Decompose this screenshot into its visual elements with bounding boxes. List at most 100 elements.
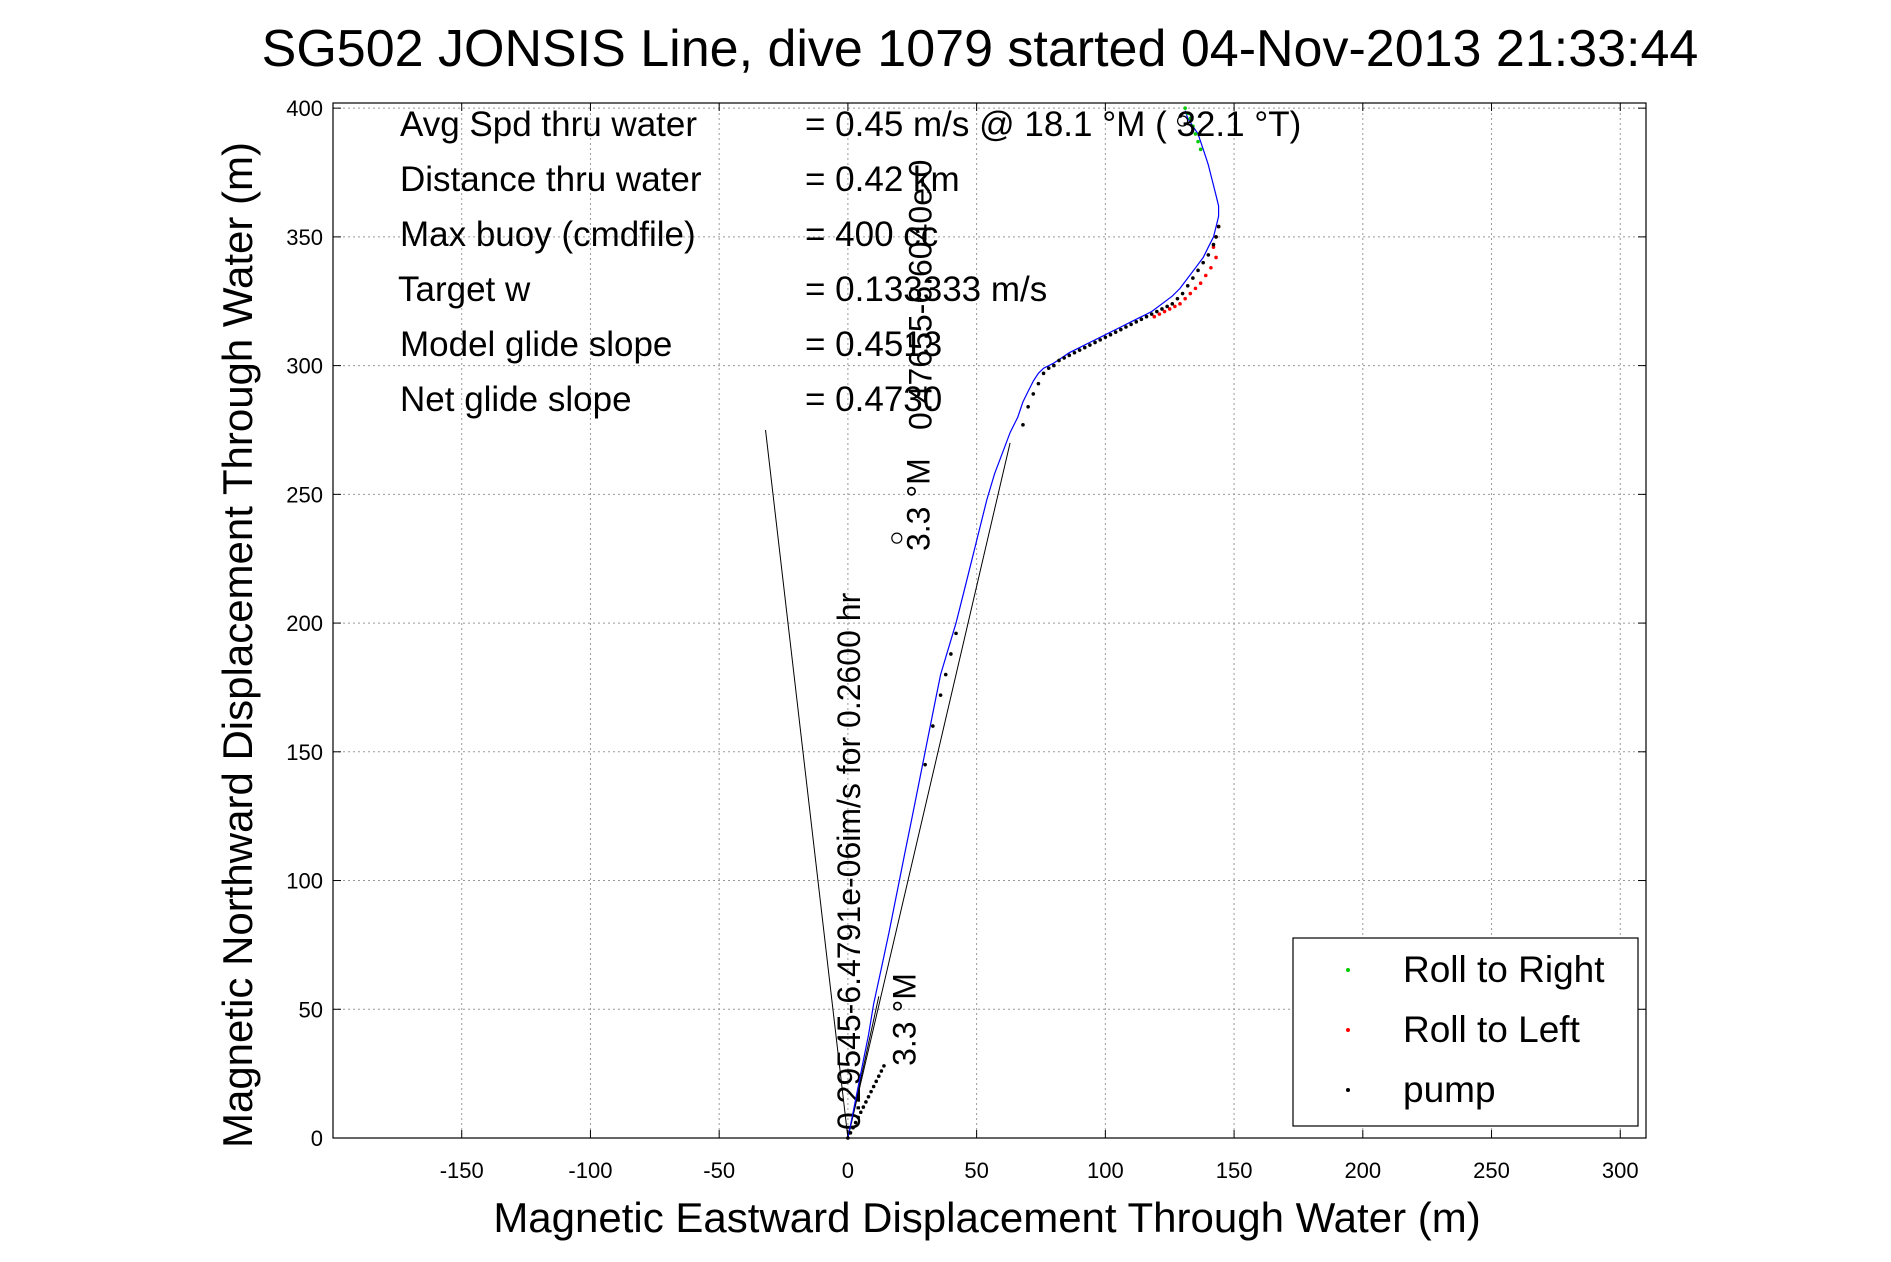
summary-value: = 0.42 km bbox=[805, 160, 960, 199]
series-point bbox=[1093, 340, 1097, 345]
series-point bbox=[1046, 366, 1051, 370]
series-point bbox=[1196, 268, 1200, 273]
legend-entry: Roll to Right bbox=[1403, 949, 1605, 990]
heading-cone-line bbox=[765, 429, 849, 1139]
series-point bbox=[1188, 116, 1193, 121]
series-point bbox=[1188, 291, 1193, 296]
x-tick-label: 250 bbox=[1473, 1158, 1510, 1183]
legend-entry: Roll to Left bbox=[1403, 1009, 1581, 1050]
summary-value: = 0.133333 m/s bbox=[805, 270, 1047, 309]
heading-cone-line bbox=[847, 442, 1011, 1139]
y-tick-label: 50 bbox=[299, 997, 323, 1022]
series-point bbox=[848, 1131, 853, 1135]
chart-title: SG502 JONSIS Line, dive 1079 started 04-… bbox=[262, 20, 1699, 78]
series-point bbox=[1167, 307, 1172, 311]
y-tick-label: 100 bbox=[286, 869, 323, 894]
legend-box bbox=[1292, 937, 1639, 1127]
x-tick-label: 50 bbox=[964, 1158, 988, 1183]
series-point bbox=[1152, 314, 1157, 319]
series-point bbox=[1119, 327, 1123, 332]
series-point bbox=[869, 1089, 873, 1094]
series-point bbox=[1057, 358, 1061, 363]
series-point bbox=[1082, 345, 1087, 350]
series-point bbox=[1162, 309, 1167, 314]
plot-frame bbox=[332, 102, 1647, 1139]
series-point bbox=[1113, 330, 1118, 334]
series-point bbox=[1036, 381, 1041, 386]
x-tick-label: 100 bbox=[1087, 1158, 1124, 1183]
series-point bbox=[1139, 317, 1144, 322]
summary-label: Target w bbox=[398, 270, 531, 309]
annotation-label: 0.29545-6.4791e-06im/s for 0.2600 hr bbox=[831, 592, 867, 1130]
series-point bbox=[1196, 139, 1200, 144]
legend: Roll to Right Roll to Left pump bbox=[1292, 937, 1639, 1127]
summary-box: Avg Spd thru water = 0.45 m/s @ 18.1 °M (… bbox=[398, 105, 1301, 419]
series-point bbox=[1216, 224, 1221, 229]
series-point bbox=[856, 1115, 860, 1120]
series-point bbox=[858, 1110, 863, 1115]
series-point bbox=[1209, 265, 1213, 270]
series-point bbox=[949, 652, 953, 656]
series-point bbox=[1191, 124, 1195, 128]
series-point bbox=[1173, 304, 1177, 309]
x-tick-label: 150 bbox=[1216, 1158, 1253, 1183]
series-point bbox=[1214, 235, 1218, 239]
series-point bbox=[1201, 260, 1205, 265]
series-point bbox=[1193, 132, 1198, 136]
annotation-label: 0.47655-6.6040e-0 bbox=[902, 160, 938, 430]
summary-value: = 0.45 m/s @ 18.1 °M ( 32.1 °T) bbox=[805, 105, 1301, 144]
x-tick-label: 300 bbox=[1602, 1158, 1639, 1183]
series-point bbox=[943, 672, 948, 677]
series-point bbox=[1103, 335, 1108, 340]
series-point bbox=[1183, 106, 1187, 110]
series-point bbox=[1062, 356, 1066, 360]
y-tick-label: 350 bbox=[286, 225, 323, 250]
summary-label: Net glide slope bbox=[400, 380, 632, 419]
summary-value: = 0.4730 bbox=[805, 380, 942, 419]
series-point bbox=[861, 1105, 866, 1109]
series-point bbox=[1155, 309, 1159, 314]
series-point bbox=[1072, 350, 1077, 355]
series-point bbox=[1211, 245, 1216, 249]
series-point bbox=[1198, 147, 1203, 152]
summary-value: = 400 cc bbox=[805, 215, 938, 254]
series-point bbox=[1098, 338, 1103, 342]
legend-swatch bbox=[1346, 1088, 1350, 1092]
series-point bbox=[1108, 332, 1113, 337]
summary-label: Distance thru water bbox=[400, 160, 702, 199]
summary-label: Model glide slope bbox=[400, 325, 672, 364]
series-point bbox=[1160, 307, 1164, 311]
series-point bbox=[1175, 296, 1180, 301]
series-point bbox=[1214, 255, 1218, 260]
series-point bbox=[874, 1079, 879, 1084]
y-tick-label: 250 bbox=[286, 482, 323, 507]
x-tick-label: 200 bbox=[1344, 1158, 1381, 1183]
series-point bbox=[871, 1084, 876, 1089]
series-point bbox=[1211, 242, 1216, 247]
legend-swatch bbox=[1346, 968, 1350, 972]
summary-value: = 0.4513 bbox=[805, 325, 942, 364]
series-point bbox=[1067, 353, 1072, 358]
series-point bbox=[1206, 253, 1211, 257]
series-point bbox=[1124, 325, 1128, 329]
series-point bbox=[954, 631, 958, 636]
y-tick-label: 200 bbox=[286, 611, 323, 636]
summary-label: Max buoy (cmdfile) bbox=[400, 215, 696, 254]
series-point bbox=[1165, 304, 1169, 309]
series-point bbox=[1021, 423, 1025, 427]
series-point bbox=[1198, 281, 1203, 286]
series-point bbox=[853, 1120, 858, 1125]
series-point bbox=[1149, 312, 1154, 316]
series-point bbox=[1041, 371, 1046, 376]
plot-data bbox=[765, 106, 1221, 1140]
series-point bbox=[846, 1136, 850, 1140]
series-point bbox=[1031, 392, 1036, 396]
legend-swatch bbox=[1346, 1028, 1350, 1032]
series-point bbox=[864, 1100, 868, 1104]
x-tick-label: 0 bbox=[842, 1158, 854, 1183]
y-tick-label: 150 bbox=[286, 740, 323, 765]
series-point bbox=[1129, 322, 1133, 327]
x-axis-label: Magnetic Eastward Displacement Through W… bbox=[493, 1194, 1480, 1241]
y-axis-label: Magnetic Northward Displacement Through … bbox=[214, 142, 261, 1148]
